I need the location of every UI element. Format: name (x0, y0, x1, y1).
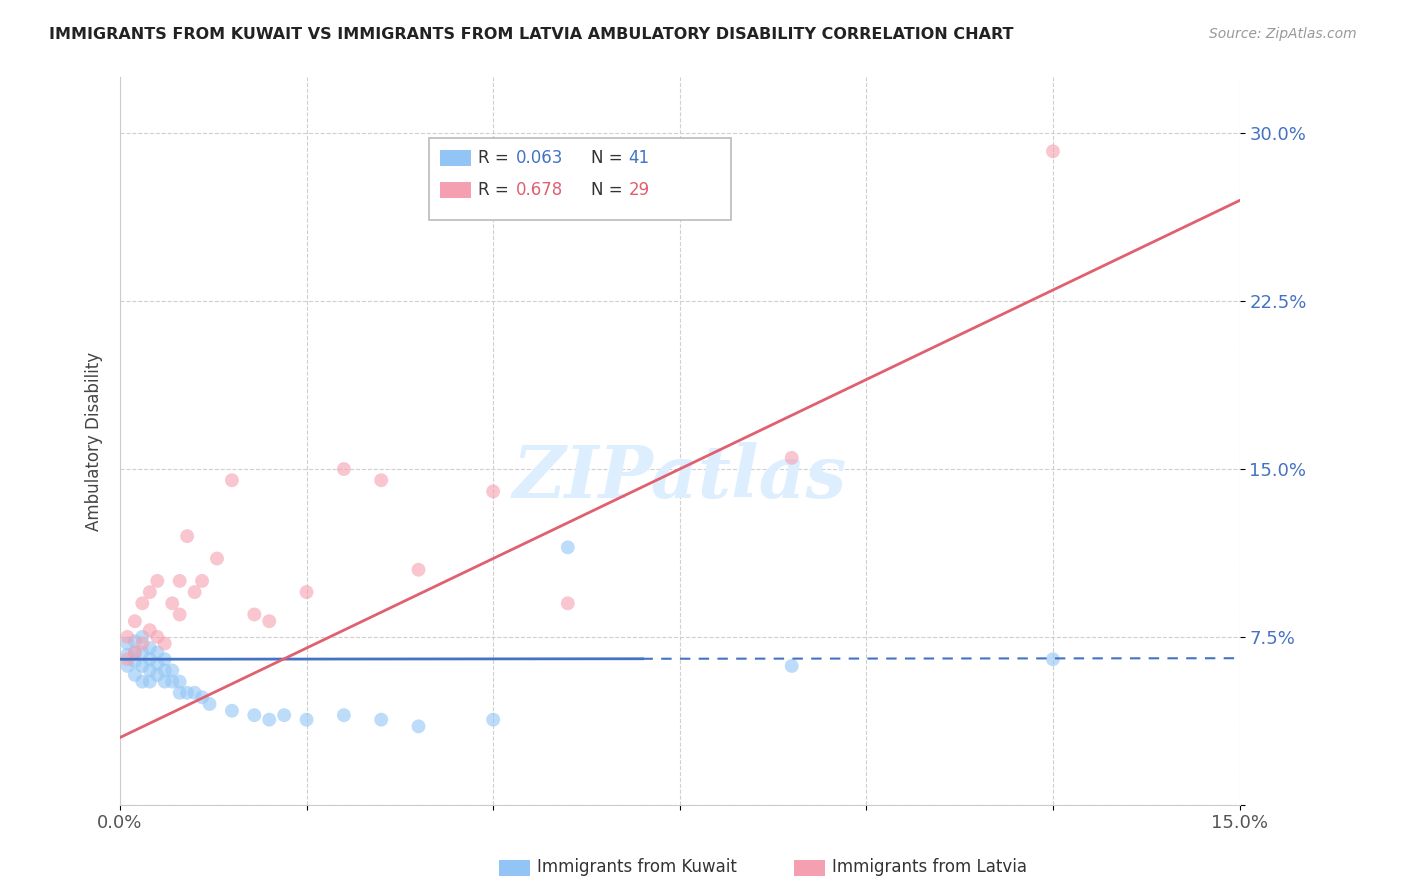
Point (408, 719, 430, 733)
Point (146, 630, 169, 644)
Point (146, 668, 169, 682)
Point (221, 473, 243, 487)
Point (176, 529, 198, 543)
Point (124, 668, 146, 682)
Text: 29: 29 (628, 181, 650, 199)
Point (117, 659, 139, 673)
Point (243, 607, 266, 622)
Point (370, 713, 392, 727)
Text: R =: R = (478, 149, 515, 167)
Point (160, 664, 183, 678)
Point (780, 450, 803, 465)
Point (1042, 145, 1064, 159)
Point (169, 686, 191, 700)
Point (176, 686, 198, 700)
Text: N =: N = (591, 149, 627, 167)
Text: Immigrants from Kuwait: Immigrants from Kuwait (537, 858, 737, 876)
Point (183, 585, 205, 599)
Text: R =: R = (478, 181, 515, 199)
Point (1042, 652, 1064, 666)
Text: 0.678: 0.678 (516, 181, 564, 199)
Point (124, 655, 146, 669)
Point (131, 630, 153, 644)
Point (117, 636, 139, 650)
Point (205, 551, 228, 566)
Point (183, 686, 205, 700)
Text: IMMIGRANTS FROM KUWAIT VS IMMIGRANTS FROM LATVIA AMBULATORY DISABILITY CORRELATI: IMMIGRANTS FROM KUWAIT VS IMMIGRANTS FRO… (49, 27, 1014, 42)
Point (139, 664, 162, 678)
Point (273, 708, 295, 723)
Point (131, 659, 153, 673)
Point (191, 690, 214, 705)
Point (295, 585, 318, 599)
Point (124, 646, 146, 660)
Point (124, 634, 146, 648)
Point (257, 713, 280, 727)
Point (408, 563, 430, 577)
Point (780, 659, 803, 673)
Point (124, 614, 146, 628)
Point (333, 708, 356, 723)
Point (131, 636, 153, 650)
Point (257, 614, 280, 628)
Point (169, 607, 191, 622)
Point (139, 652, 162, 666)
Text: Source: ZipAtlas.com: Source: ZipAtlas.com (1209, 27, 1357, 41)
Point (139, 674, 162, 689)
Point (139, 641, 162, 656)
Text: ZIPatlas: ZIPatlas (513, 442, 846, 513)
Text: 0.063: 0.063 (516, 149, 564, 167)
Point (153, 636, 176, 650)
Point (131, 674, 153, 689)
Text: N =: N = (591, 181, 627, 199)
Point (482, 484, 505, 499)
Point (221, 704, 243, 718)
Point (557, 541, 579, 555)
Y-axis label: Ambulatory Disability: Ambulatory Disability (86, 351, 103, 531)
Point (169, 674, 191, 689)
Point (131, 596, 153, 610)
Point (146, 646, 169, 660)
Point (333, 462, 356, 476)
Text: Immigrants from Latvia: Immigrants from Latvia (832, 858, 1028, 876)
Point (146, 657, 169, 671)
Point (370, 473, 392, 487)
Point (482, 713, 505, 727)
Point (160, 596, 183, 610)
Point (153, 674, 176, 689)
Point (139, 585, 162, 599)
Point (243, 708, 266, 723)
Point (295, 713, 318, 727)
Point (160, 674, 183, 689)
Point (169, 574, 191, 588)
Point (124, 646, 146, 660)
Point (117, 630, 139, 644)
Point (139, 623, 162, 637)
Point (146, 574, 169, 588)
Point (131, 646, 153, 660)
Point (117, 652, 139, 666)
Point (557, 596, 579, 610)
Point (153, 652, 176, 666)
Point (117, 648, 139, 662)
Point (153, 664, 176, 678)
Point (191, 574, 214, 588)
Point (198, 697, 221, 711)
Text: 41: 41 (628, 149, 650, 167)
